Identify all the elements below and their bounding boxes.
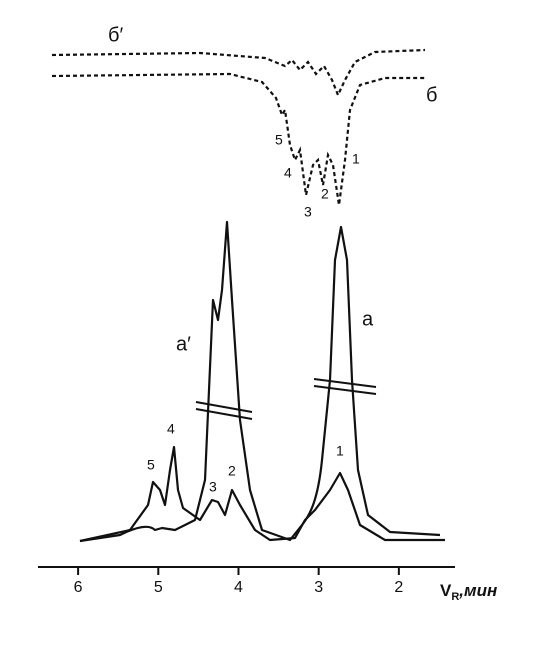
peak-label: 3	[209, 479, 217, 495]
peak-label: 5	[275, 132, 283, 148]
peak-label: 2	[321, 186, 329, 202]
peak-label: 1	[336, 443, 344, 459]
curve-label: б	[426, 84, 437, 106]
break-mark	[313, 385, 377, 395]
peak-label: 4	[167, 421, 175, 437]
x-tick-label: 4	[234, 579, 243, 596]
x-label-sub: R	[451, 591, 459, 603]
peak-label: 4	[284, 165, 292, 181]
curve-b	[51, 72, 425, 206]
peak-label: 2	[228, 463, 236, 479]
curve-b-prime	[51, 48, 426, 98]
break-mark	[195, 408, 253, 420]
peak-label: 3	[304, 204, 312, 220]
curve-label: а′	[176, 333, 191, 355]
x-tick-label: 3	[314, 579, 323, 596]
curve-a	[79, 220, 441, 543]
curve-label: а	[362, 308, 374, 330]
x-label-main: V	[440, 581, 452, 600]
break-mark	[195, 401, 253, 413]
x-axis-label: VR,мин	[440, 581, 497, 602]
break-mark	[313, 378, 377, 388]
curve-label: б′	[108, 24, 123, 46]
peak-label: 1	[352, 151, 360, 167]
x-label-unit: ,мин	[458, 581, 497, 600]
x-tick-label: 5	[154, 579, 163, 596]
curve-a-small	[79, 445, 445, 543]
x-tick-label: 6	[74, 579, 83, 596]
x-tick-label: 2	[394, 579, 403, 596]
peak-label: 5	[147, 457, 155, 473]
